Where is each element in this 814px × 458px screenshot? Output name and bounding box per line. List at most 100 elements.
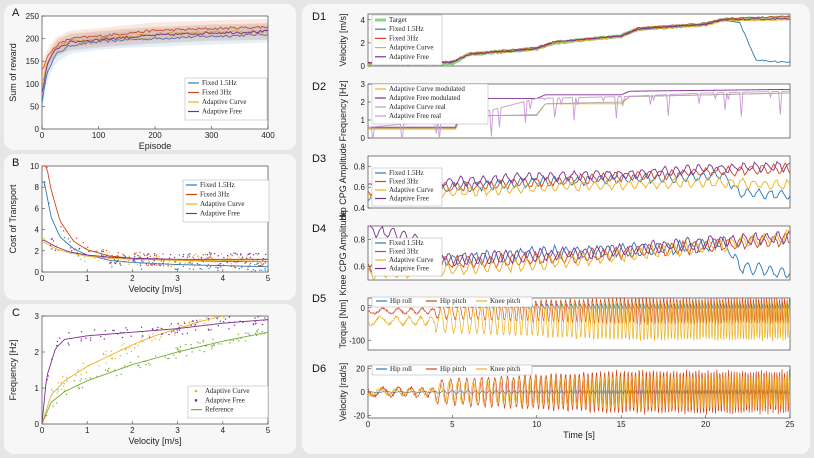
scatter-point-adaptive-free <box>249 252 251 255</box>
x-tick-label-b: 3 <box>175 274 180 283</box>
series-line-knee-pitch <box>368 299 790 342</box>
scatter-point-fixed-1-5hz <box>254 270 256 272</box>
scatter-point-adaptive-free <box>141 335 144 337</box>
legend-label-hip-pitch: Hip pitch <box>440 365 467 373</box>
x-tick-label-c: 5 <box>266 426 271 435</box>
scatter-point-adaptive-free <box>245 261 247 263</box>
legend-label-adaptive-curve: Adaptive Curve <box>202 98 247 106</box>
scatter-point-adaptive-free <box>226 262 228 264</box>
scatter-point-adaptive-curve <box>216 314 217 315</box>
series-line-knee-pitch <box>368 374 790 410</box>
scatter-point-adaptive-free <box>169 254 172 256</box>
scatter-point-adaptive-free <box>113 329 115 332</box>
scatter-point-fixed-3hz <box>259 265 261 267</box>
scatter-point-adaptive-curve <box>57 249 60 252</box>
legend-label-adaptive-curve-modulated: Adaptive Curve modulated <box>389 85 465 93</box>
scatter-point-adaptive-free <box>186 256 189 258</box>
y-tick-label-d3: 0.6 <box>354 183 366 192</box>
scatter-point-adaptive-curve <box>243 260 245 263</box>
scatter-point-fixed-3hz <box>82 241 84 244</box>
scatter-point-fixed-3hz <box>220 262 222 265</box>
scatter-point-adaptive-curve <box>87 249 89 252</box>
scatter-point-adaptive-free <box>233 324 236 326</box>
scatter-point-adaptive-free <box>206 253 209 256</box>
scatter-point-adaptive-curve <box>108 251 110 254</box>
x-tick-label-a: 300 <box>205 131 219 140</box>
x-tick-label-a: 200 <box>148 131 162 140</box>
scatter-point-adaptive-curve <box>55 245 58 247</box>
legend-label-fixed-1-5hz: Fixed 1.5Hz <box>389 239 424 247</box>
scatter-point-reference <box>179 351 181 354</box>
scatter-point-adaptive-free <box>233 260 235 263</box>
scatter-point-adaptive-free <box>247 253 249 256</box>
scatter-point-fixed-1-5hz <box>264 269 266 272</box>
scatter-point-fixed-1-5hz <box>208 267 210 270</box>
scatter-point-adaptive-free <box>196 263 199 265</box>
scatter-point-adaptive-free <box>189 253 191 255</box>
scatter-point-adaptive-free <box>103 338 106 340</box>
scatter-point-adaptive-curve <box>207 319 210 322</box>
scatter-point-adaptive-free <box>120 331 122 334</box>
panel-label-d3: D3 <box>312 153 326 165</box>
scatter-point-adaptive-free <box>264 253 267 256</box>
scatter-point-adaptive-curve <box>50 388 53 391</box>
scatter-point-adaptive-free <box>50 244 52 247</box>
scatter-point-adaptive-free <box>170 323 173 325</box>
scatter-point-adaptive-free <box>80 331 83 333</box>
scatter-point-fixed-3hz <box>117 251 119 254</box>
legend-label-adaptive-free: Adaptive Free <box>202 108 242 116</box>
x-tick-label-b: 0 <box>40 274 45 283</box>
scatter-point-adaptive-free <box>254 317 256 319</box>
scatter-point-adaptive-free <box>255 252 257 255</box>
scatter-point-adaptive-curve <box>189 261 191 263</box>
scatter-point-reference <box>256 331 259 333</box>
scatter-point-reference <box>108 367 110 370</box>
scatter-point-adaptive-free <box>85 337 87 339</box>
scatter-point-reference <box>211 348 213 350</box>
scatter-point-fixed-1-5hz <box>73 249 76 251</box>
scatter-point-fixed-3hz <box>133 253 136 255</box>
scatter-point-adaptive-free <box>141 331 144 333</box>
scatter-point-fixed-3hz <box>151 264 153 267</box>
scatter-point-reference <box>136 365 139 367</box>
scatter-point-adaptive-free <box>257 258 259 261</box>
scatter-point-adaptive-free <box>163 260 165 262</box>
y-tick-label-d2: 0 <box>361 134 366 143</box>
scatter-point-adaptive-curve <box>155 255 157 258</box>
scatter-point-fixed-3hz <box>188 255 191 257</box>
scatter-point-adaptive-free <box>78 248 80 250</box>
scatter-point-adaptive-free <box>240 254 242 256</box>
scatter-point-adaptive-curve <box>193 322 195 325</box>
scatter-point-adaptive-free <box>196 321 198 323</box>
scatter-point-adaptive-curve <box>192 261 194 263</box>
x-tick-label-d6: 15 <box>617 420 626 429</box>
scatter-point-adaptive-free <box>210 329 212 331</box>
scatter-point-adaptive-curve <box>190 321 192 323</box>
scatter-point-reference <box>244 332 247 334</box>
scatter-point-reference <box>232 339 235 342</box>
scatter-point-adaptive-free <box>123 257 125 259</box>
legend-label-adaptive-curve: Adaptive Curve <box>205 387 250 395</box>
y-tick-label-d4: 0.8 <box>354 236 366 245</box>
scatter-point-fixed-1-5hz <box>247 268 249 271</box>
scatter-point-adaptive-free <box>190 324 192 327</box>
scatter-point-adaptive-free <box>178 329 181 331</box>
scatter-point-reference <box>212 338 214 340</box>
scatter-point-adaptive-free <box>267 319 268 322</box>
scatter-point-reference <box>247 332 249 334</box>
scatter-point-adaptive-curve <box>119 260 122 262</box>
scatter-point-adaptive-curve <box>79 258 82 261</box>
scatter-point-fixed-1-5hz <box>139 256 142 259</box>
x-tick-label-c: 0 <box>40 426 45 435</box>
scatter-point-adaptive-free <box>150 263 152 266</box>
x-tick-label-b: 1 <box>85 274 90 283</box>
scatter-point-fixed-1-5hz <box>117 259 119 261</box>
scatter-point-fixed-3hz <box>45 166 48 168</box>
plot-area-d5 <box>368 298 790 342</box>
scatter-point-fixed-1-5hz <box>75 249 78 251</box>
scatter-point-fixed-3hz <box>94 251 96 253</box>
scatter-point-adaptive-free <box>47 375 50 377</box>
series-line-fixed-1-5hz <box>42 32 268 104</box>
scatter-point-fixed-3hz <box>158 264 160 266</box>
scatter-point-fixed-1-5hz <box>159 265 161 267</box>
